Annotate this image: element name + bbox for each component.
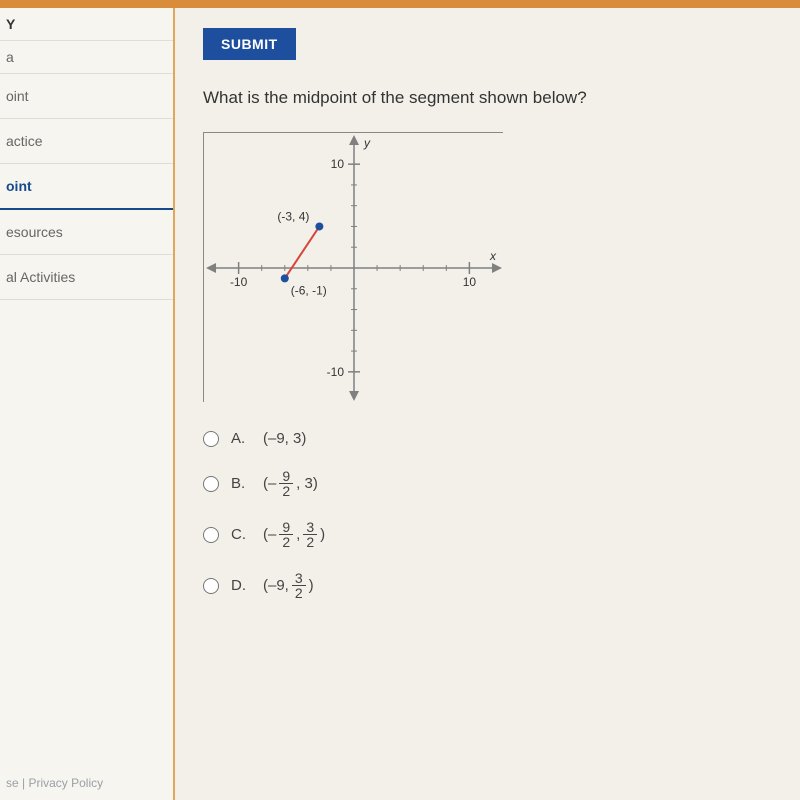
option-radio-1[interactable]: [203, 476, 219, 492]
submit-button[interactable]: SUBMIT: [203, 28, 296, 60]
sidebar-item-0[interactable]: oint: [0, 74, 173, 119]
option-letter: D.: [231, 577, 251, 594]
svg-text:10: 10: [331, 157, 345, 171]
sidebar: Y a ointacticeointesourcesal Activities …: [0, 8, 175, 800]
option-C[interactable]: C. (–92, 32): [203, 520, 772, 549]
coordinate-chart: -10 -10 10 10 y x (-3, 4) (-6, -1): [203, 132, 503, 402]
sidebar-footer: se | Privacy Policy: [0, 766, 173, 800]
svg-text:10: 10: [463, 275, 477, 289]
option-D[interactable]: D. (–9, 32): [203, 571, 772, 600]
option-letter: C.: [231, 526, 251, 543]
option-A[interactable]: A. (–9, 3): [203, 430, 772, 447]
main-content: SUBMIT What is the midpoint of the segme…: [175, 8, 800, 800]
sidebar-sub: a: [0, 41, 173, 74]
option-B[interactable]: B. (–92, 3): [203, 469, 772, 498]
sidebar-header: Y: [0, 8, 173, 41]
option-radio-3[interactable]: [203, 578, 219, 594]
option-radio-2[interactable]: [203, 527, 219, 543]
sidebar-item-1[interactable]: actice: [0, 119, 173, 164]
option-body: (–92, 3): [263, 469, 318, 498]
svg-text:-10: -10: [230, 275, 248, 289]
sidebar-item-3[interactable]: esources: [0, 210, 173, 255]
svg-text:y: y: [363, 136, 371, 150]
svg-text:(-6, -1): (-6, -1): [291, 283, 327, 297]
option-letter: A.: [231, 430, 251, 447]
svg-text:(-3, 4): (-3, 4): [277, 209, 309, 223]
question-text: What is the midpoint of the segment show…: [203, 88, 772, 108]
answer-options: A. (–9, 3) B. (–92, 3) C. (–92, 32) D. (–9, 32): [203, 430, 772, 600]
option-letter: B.: [231, 475, 251, 492]
svg-text:x: x: [489, 249, 497, 263]
sidebar-item-4[interactable]: al Activities: [0, 255, 173, 300]
option-radio-0[interactable]: [203, 431, 219, 447]
svg-text:-10: -10: [327, 365, 345, 379]
option-body: (–92, 32): [263, 520, 325, 549]
option-body: (–9, 3): [263, 430, 306, 447]
option-body: (–9, 32): [263, 571, 314, 600]
sidebar-item-2[interactable]: oint: [0, 164, 173, 210]
